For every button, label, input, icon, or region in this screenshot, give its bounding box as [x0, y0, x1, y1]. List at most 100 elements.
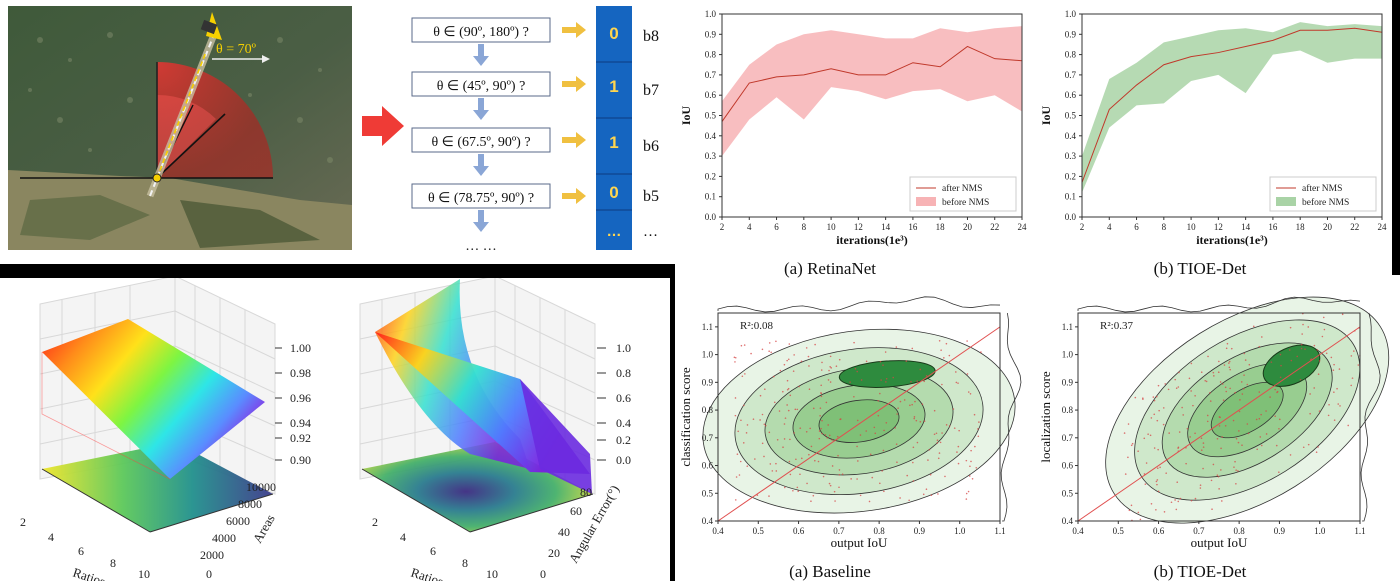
sample-point-3-111 [1300, 343, 1303, 346]
sample-point-3-18 [1156, 483, 1158, 486]
sample-point-3-100 [1145, 462, 1148, 464]
sample-point-3-246 [1302, 446, 1305, 449]
sample-point-2-38 [768, 495, 770, 497]
sample-point-2-35 [882, 449, 885, 452]
ylabel-1: IoU [1039, 106, 1053, 126]
sample-point-3-123 [1157, 384, 1160, 387]
sample-point-2-176 [913, 416, 916, 418]
sample-point-3-182 [1137, 511, 1140, 514]
sample-point-2-55 [761, 348, 764, 351]
surface2-xtick-3: 8 [462, 556, 468, 570]
density-peak-2 [838, 360, 936, 388]
sample-point-2-223 [909, 404, 911, 407]
surface1-ztick-4: 0.98 [290, 366, 311, 380]
sample-point-2-90 [966, 340, 968, 342]
sample-point-3-33 [1246, 423, 1249, 425]
surface1-ytick-3: 6000 [226, 514, 250, 528]
sample-point-2-152 [783, 438, 786, 440]
sample-point-3-80 [1158, 409, 1160, 412]
sample-point-2-171 [915, 419, 918, 422]
sample-point-2-249 [873, 426, 876, 429]
xtick-label-1-6: 14 [1241, 222, 1251, 232]
sample-point-3-214 [1333, 363, 1335, 366]
sample-point-3-28 [1357, 364, 1360, 366]
sample-point-2-177 [807, 355, 810, 358]
sample-point-3-85 [1202, 442, 1205, 444]
sample-point-2-184 [897, 407, 899, 409]
sample-point-2-45 [793, 354, 795, 356]
xtick-label-1-5: 12 [1214, 222, 1223, 232]
sample-point-2-31 [977, 428, 979, 430]
xtick-label-1-0: 2 [1080, 222, 1085, 232]
ytick-label-1-8: 0.8 [1065, 50, 1077, 60]
sample-point-3-215 [1153, 413, 1156, 416]
ytick-label-2-4: 0.8 [702, 405, 714, 415]
surface1-ytick-4: 8000 [238, 497, 262, 511]
sample-point-3-172 [1350, 384, 1352, 387]
sample-point-3-243 [1270, 361, 1273, 363]
sample-point-3-204 [1221, 436, 1223, 438]
sample-point-3-142 [1322, 316, 1325, 319]
surface2-xtick-2: 6 [430, 544, 436, 558]
sample-point-2-181 [948, 354, 951, 357]
ytick-label-1-2: 0.2 [1065, 171, 1076, 181]
sample-point-3-86 [1296, 355, 1299, 358]
sample-point-3-248 [1278, 471, 1280, 473]
sample-point-2-115 [879, 360, 882, 363]
sample-point-3-255 [1219, 381, 1222, 383]
sample-point-2-73 [752, 418, 755, 420]
sample-point-3-252 [1194, 394, 1196, 397]
r2-annotation-2: R²:0.08 [740, 320, 773, 332]
sample-point-2-91 [910, 380, 912, 383]
surface2-ztick-3: 0.6 [616, 391, 631, 405]
sample-point-3-143 [1189, 436, 1191, 438]
sample-point-2-144 [786, 379, 789, 382]
ytick-label-3-5: 0.9 [1062, 377, 1074, 387]
sample-point-2-113 [735, 476, 738, 478]
sample-point-3-47 [1246, 383, 1249, 386]
xtick-label-3-3: 0.7 [1193, 526, 1205, 536]
sample-point-2-33 [925, 375, 928, 377]
sample-point-2-78 [821, 432, 823, 435]
sample-point-2-122 [787, 358, 790, 361]
bit-label-b8: b8 [643, 28, 659, 45]
sample-point-3-139 [1127, 456, 1129, 459]
sample-point-2-6 [838, 469, 841, 471]
surface2-xtick-4: 10 [486, 567, 498, 581]
sample-point-2-191 [773, 401, 776, 404]
sample-point-2-105 [908, 499, 910, 502]
sample-point-3-26 [1247, 432, 1250, 435]
sample-point-2-187 [899, 497, 901, 499]
ytick-label-1-0: 0.0 [1065, 212, 1077, 222]
ytick-label-2-3: 0.7 [702, 433, 714, 443]
r2-annotation-3: R²:0.37 [1100, 320, 1133, 332]
sample-point-2-209 [746, 465, 749, 467]
sample-point-2-109 [734, 397, 737, 399]
sample-point-2-58 [974, 445, 976, 448]
sample-point-2-178 [969, 393, 972, 395]
sample-point-3-145 [1211, 508, 1213, 511]
sample-point-2-14 [786, 404, 788, 406]
sample-point-3-127 [1347, 424, 1350, 427]
sample-point-3-120 [1280, 364, 1282, 367]
sample-point-2-174 [973, 413, 976, 416]
sample-point-2-36 [896, 461, 898, 463]
sample-point-3-79 [1220, 447, 1222, 450]
ytick-label-0-1: 0.1 [705, 192, 716, 202]
sample-point-3-155 [1234, 460, 1236, 463]
sample-point-3-46 [1179, 497, 1182, 500]
line-0 [721, 45, 1023, 122]
sample-point-3-160 [1200, 437, 1203, 440]
ylabel-3: localization score [1038, 371, 1053, 463]
sample-point-2-39 [808, 388, 811, 390]
sample-point-2-197 [885, 381, 887, 383]
ytick-label-3-7: 1.1 [1062, 322, 1073, 332]
sample-point-2-15 [971, 477, 974, 480]
sample-point-3-141 [1289, 326, 1292, 329]
sample-point-2-2 [906, 474, 909, 477]
sample-point-2-77 [818, 437, 821, 440]
sample-point-2-246 [928, 448, 931, 451]
sample-point-2-96 [733, 356, 736, 359]
sample-point-2-257 [821, 361, 823, 364]
caption-retinanet: (a) RetinaNet [784, 259, 876, 278]
